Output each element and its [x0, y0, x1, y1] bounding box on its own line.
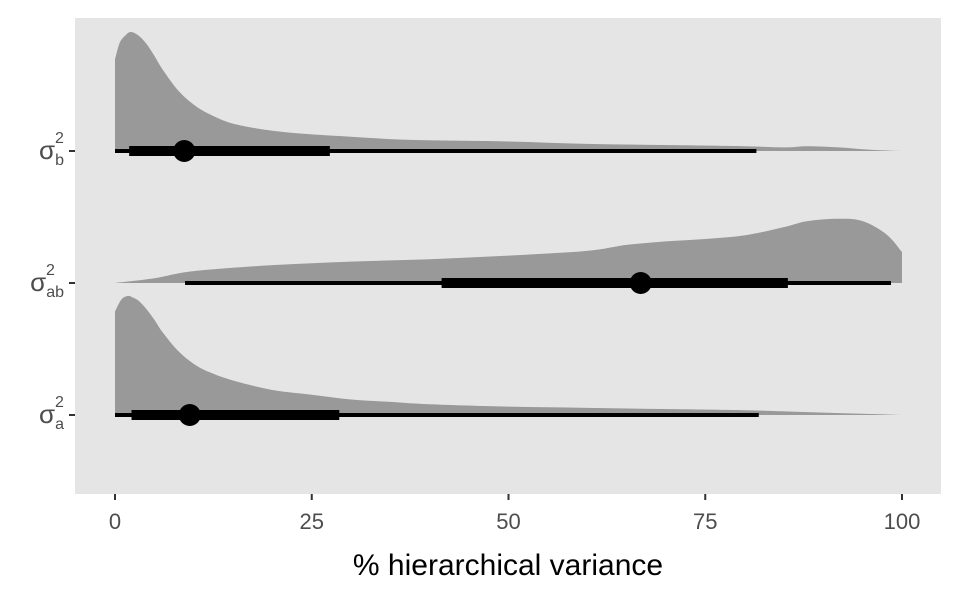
median-point-ab	[629, 272, 652, 294]
y-tick-label-a: σa2	[39, 394, 64, 433]
y-tick-label-b: σb2	[39, 130, 64, 169]
x-tick-label-75: 75	[693, 509, 717, 534]
median-point-a	[178, 404, 201, 426]
interval-layer	[115, 140, 891, 426]
x-tick-label-50: 50	[496, 509, 520, 534]
y-tick-label-ab: σab2	[30, 262, 64, 301]
x-axis: 0 25 50 75 100	[109, 494, 920, 534]
density-layer	[115, 32, 902, 415]
y-axis: σb2 σab2 σa2	[30, 130, 75, 433]
density-a	[115, 295, 902, 415]
density-ab	[115, 218, 902, 283]
x-tick-label-0: 0	[109, 509, 121, 534]
median-point-b	[173, 140, 196, 162]
x-axis-title: % hierarchical variance	[353, 549, 663, 582]
x-tick-label-25: 25	[300, 509, 324, 534]
density-b	[115, 32, 902, 151]
x-tick-label-100: 100	[884, 509, 921, 534]
